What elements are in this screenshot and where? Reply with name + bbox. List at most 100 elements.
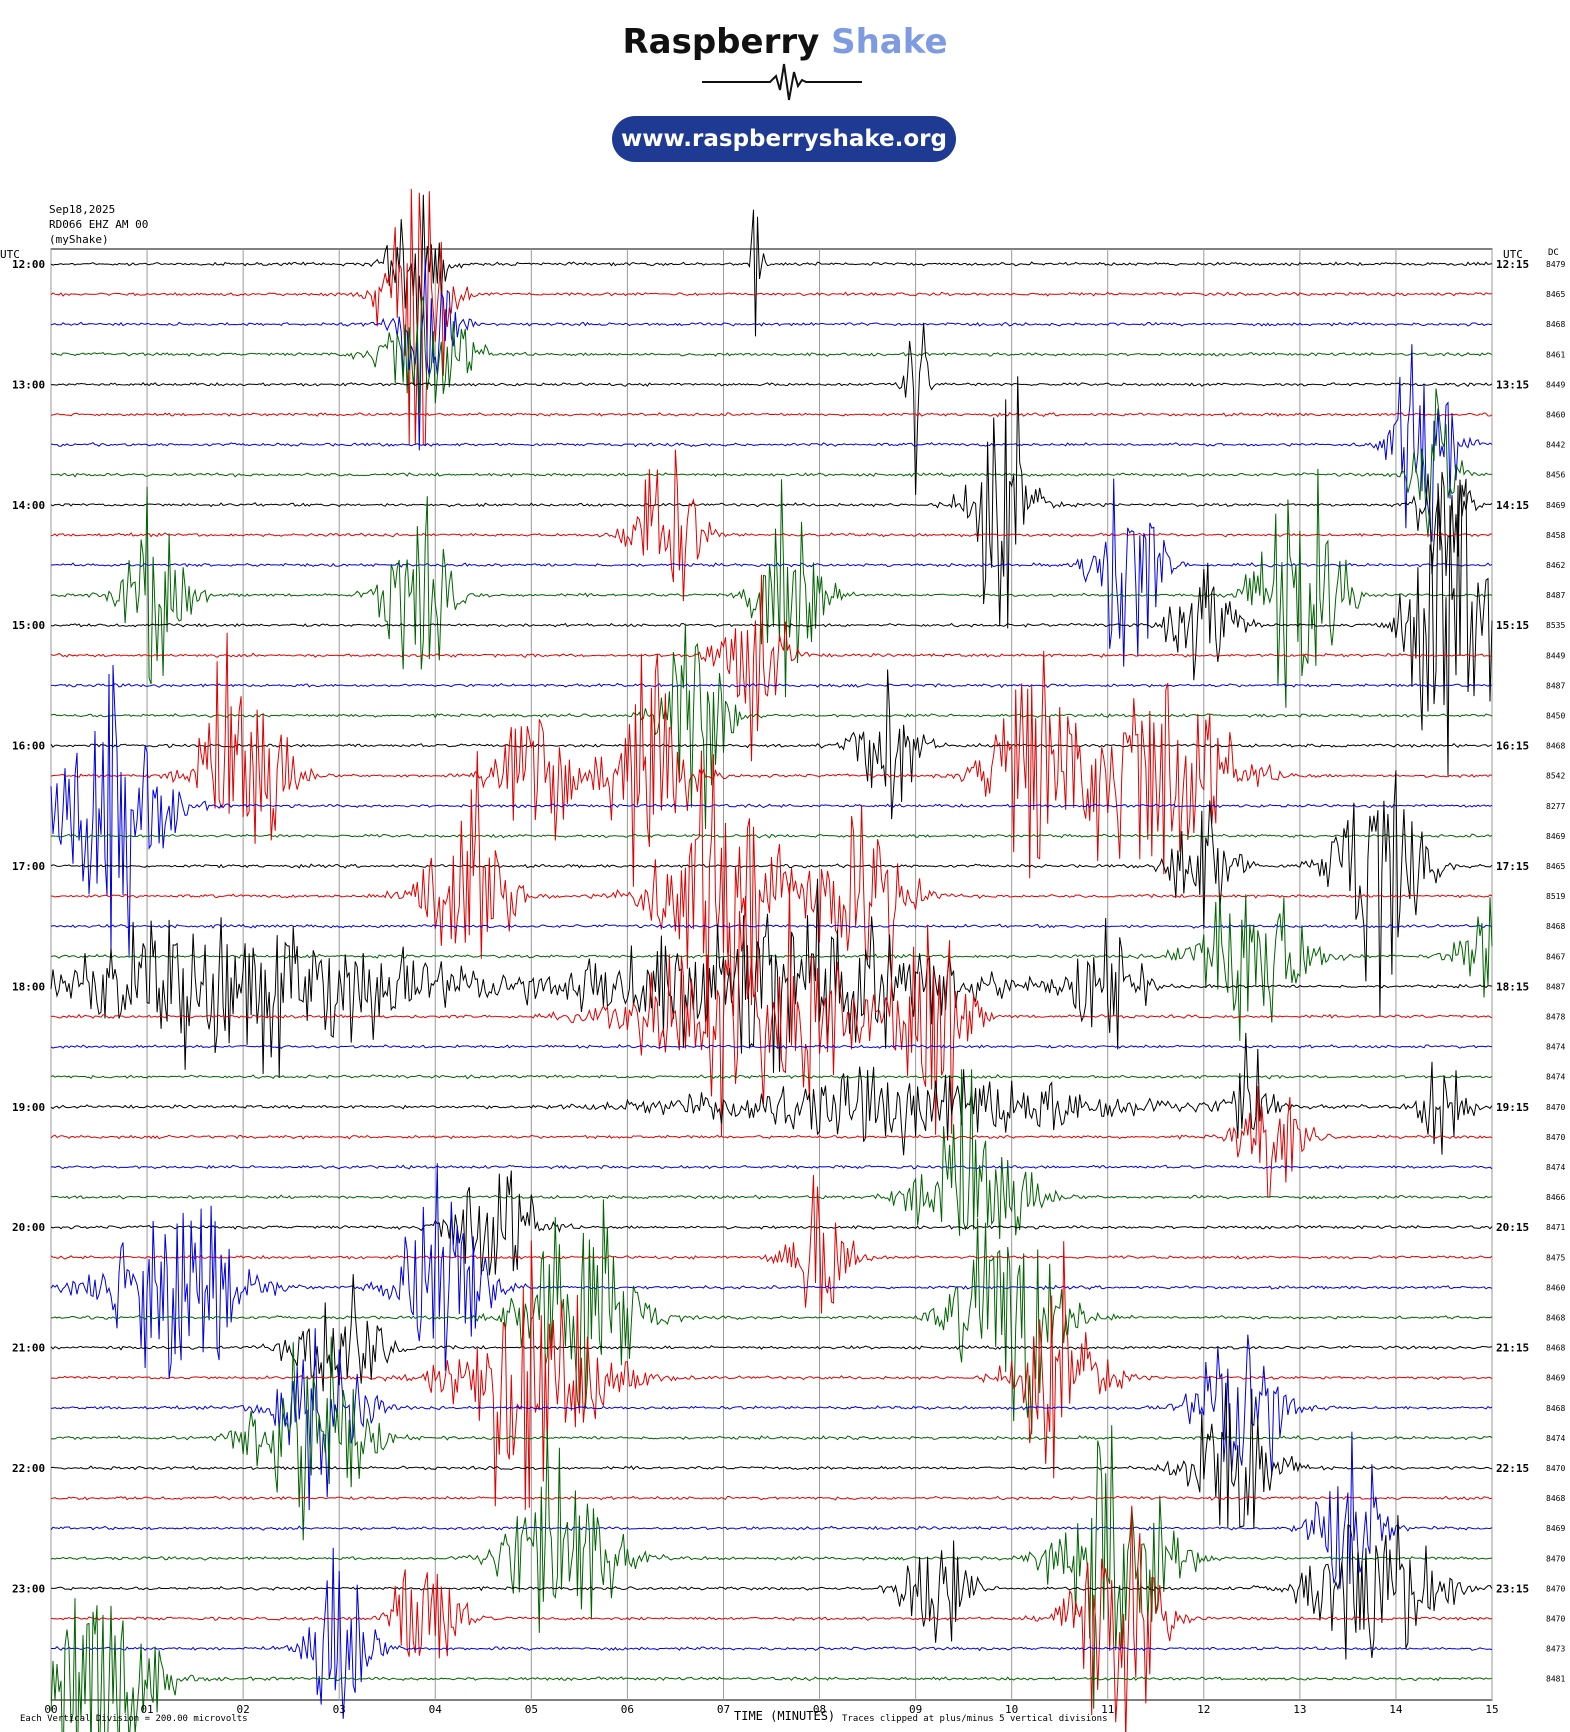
seismic-trace	[50, 1495, 1493, 1501]
seismic-trace	[50, 1032, 1493, 1156]
dc-offset-label: 8535	[1546, 621, 1565, 630]
dc-offset-label: 8469	[1546, 1374, 1565, 1383]
dc-offset-label: 8468	[1546, 320, 1565, 329]
right-time-label: 12:15	[1496, 258, 1529, 271]
logo-header: Raspberry Shake www.raspberryshake.org	[0, 0, 1570, 180]
dc-offset-label: 8450	[1546, 712, 1565, 721]
seismic-trace	[50, 1044, 1493, 1049]
x-tick-label: 09	[909, 1703, 922, 1716]
seismic-trace	[50, 1425, 1493, 1709]
seismic-logo-icon	[702, 63, 862, 101]
dc-offset-label: 8470	[1546, 1584, 1565, 1593]
dc-offset-label: 8460	[1546, 411, 1565, 420]
seismic-trace	[50, 1382, 1493, 1529]
website-link[interactable]: www.raspberryshake.org	[612, 116, 956, 162]
dc-offset-label: 8474	[1546, 1163, 1565, 1172]
dc-offset-label: 8442	[1546, 441, 1565, 450]
seismic-trace	[50, 878, 1493, 1079]
left-time-label: 15:00	[12, 619, 45, 632]
x-tick-label: 08	[813, 1703, 826, 1716]
seismic-trace	[50, 1163, 1493, 1379]
dc-offset-label: 8474	[1546, 1073, 1565, 1082]
right-time-label: 22:15	[1496, 1462, 1529, 1475]
seismic-trace	[50, 322, 1493, 495]
x-tick-label: 12	[1197, 1703, 1210, 1716]
x-tick-label: 00	[44, 1703, 57, 1716]
x-tick-label: 14	[1389, 1703, 1403, 1716]
station-info: Sep18,2025 RD066 EHZ AM 00 (myShake)	[49, 202, 148, 247]
dc-offset-label: 8468	[1546, 1314, 1565, 1323]
source-label: (myShake)	[49, 233, 109, 246]
x-tick-label: 03	[333, 1703, 346, 1716]
seismic-trace	[50, 574, 1493, 762]
x-tick-label: 15	[1485, 1703, 1498, 1716]
dc-offset-label: 8487	[1546, 681, 1565, 690]
date-label: Sep18,2025	[49, 203, 116, 216]
seismic-trace	[50, 1199, 1493, 1435]
seismic-trace	[50, 478, 1493, 667]
dc-offset-label: 8487	[1546, 982, 1565, 991]
x-tick-label: 05	[525, 1703, 538, 1716]
right-time-label: 15:15	[1496, 619, 1529, 632]
seismic-trace	[50, 1240, 1493, 1510]
footer-clip-note: Traces clipped at plus/minus 5 vertical …	[842, 1714, 1108, 1724]
x-tick-label: 10	[1005, 1703, 1018, 1716]
dc-offset-label: 8458	[1546, 531, 1565, 540]
left-axis-title: UTC	[0, 248, 20, 261]
dc-offset-label: 8470	[1546, 1133, 1565, 1142]
seismic-trace	[50, 1431, 1493, 1589]
dc-offset-label: 8461	[1546, 350, 1565, 359]
seismic-trace	[50, 632, 1493, 887]
x-tick-label: 11	[1101, 1703, 1114, 1716]
seismic-trace	[50, 344, 1493, 542]
left-time-label: 18:00	[12, 980, 45, 993]
right-axis-title: UTC	[1503, 248, 1523, 261]
dc-offset-label: 8478	[1546, 1013, 1565, 1022]
left-time-label: 22:00	[12, 1462, 45, 1475]
right-time-label: 18:15	[1496, 980, 1529, 993]
brand-name-part1: Raspberry	[622, 22, 820, 62]
right-time-label: 19:15	[1496, 1101, 1529, 1114]
right-time-label: 21:15	[1496, 1342, 1529, 1355]
dc-offset-label: 8475	[1546, 1253, 1565, 1262]
seismic-trace	[50, 1598, 1493, 1732]
seismic-trace	[51, 1547, 1493, 1719]
right-time-label: 20:15	[1496, 1221, 1529, 1234]
seismic-trace	[50, 449, 1493, 602]
seismic-trace	[50, 664, 1493, 957]
left-time-label: 14:00	[12, 499, 45, 512]
dc-offset-label: 8474	[1546, 1043, 1565, 1052]
dc-offset-label: 8468	[1546, 1404, 1565, 1413]
label-group: 00 01 02 03 04 05 06 07 08 09 10 11 12 13 14 15 12:00 12:…	[12, 258, 1565, 1716]
dc-offset-label: 8465	[1546, 862, 1565, 871]
seismic-trace	[50, 1336, 1493, 1541]
right-time-label: 23:15	[1496, 1582, 1529, 1595]
dc-offset-label: 8469	[1546, 1524, 1565, 1533]
seismic-trace	[50, 1164, 1493, 1170]
dc-offset-label: 8479	[1546, 260, 1565, 269]
dc-offset-label: 8449	[1546, 651, 1565, 660]
dc-offset-label: 8470	[1546, 1615, 1565, 1624]
x-tick-label: 01	[140, 1703, 153, 1716]
seismic-trace	[50, 188, 1493, 446]
left-time-label: 13:00	[12, 378, 45, 391]
dc-offset-label: 8462	[1546, 561, 1565, 570]
left-time-label: 16:00	[12, 740, 45, 753]
left-time-label: 19:00	[12, 1101, 45, 1114]
seismic-trace	[50, 669, 1493, 820]
dc-offset-label: 8466	[1546, 1193, 1565, 1202]
dc-offset-label: 8468	[1546, 1344, 1565, 1353]
seismic-trace	[50, 883, 1493, 1137]
dc-offset-label: 8468	[1546, 922, 1565, 931]
seismic-trace	[50, 682, 1493, 689]
seismic-trace	[50, 623, 1493, 830]
dc-offset-label: 8481	[1546, 1675, 1565, 1684]
dc-offset-label: 8468	[1546, 1494, 1565, 1503]
seismic-trace	[50, 1175, 1493, 1314]
seismic-trace	[50, 1515, 1493, 1660]
brand-name-part2: Shake	[831, 22, 948, 62]
dc-offset-label: 8467	[1546, 952, 1565, 961]
seismic-trace	[50, 833, 1493, 839]
dc-offset-label: 8470	[1546, 1554, 1565, 1563]
